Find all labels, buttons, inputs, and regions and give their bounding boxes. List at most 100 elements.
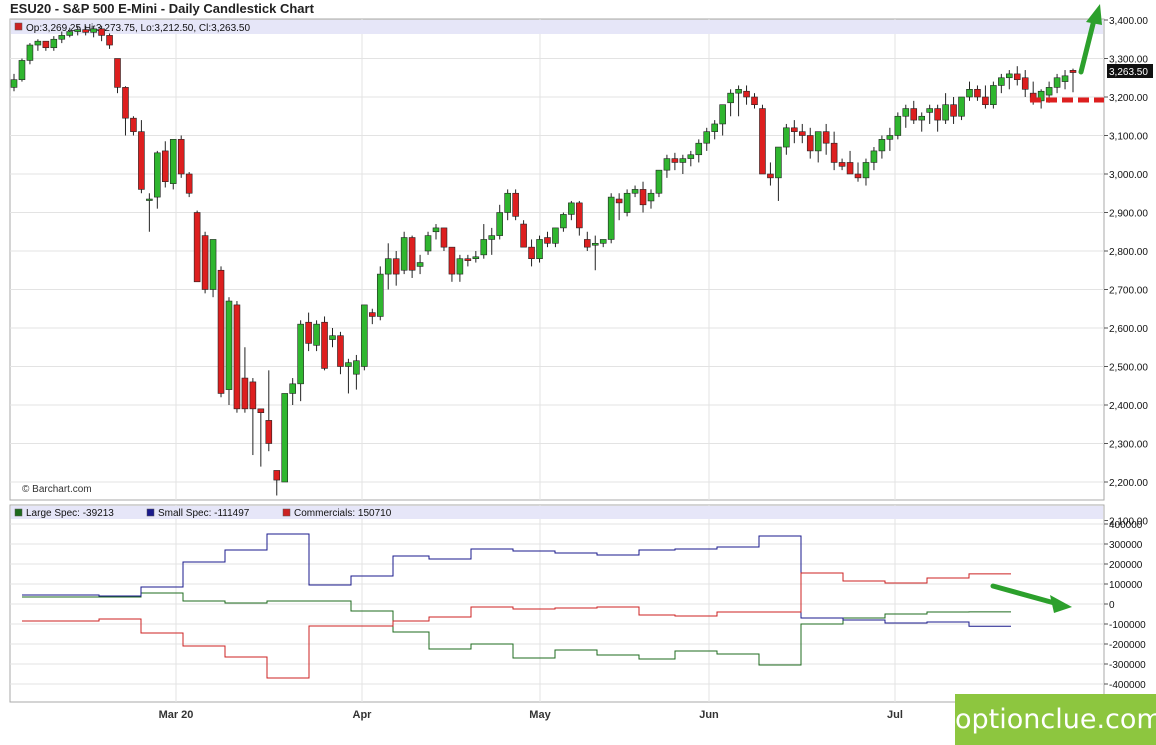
price-y-tick-label: 2,600.00 — [1109, 324, 1148, 335]
candle-body — [719, 104, 726, 125]
cot-y-tick-label: 100000 — [1109, 580, 1143, 591]
up-arrow-annotation — [1078, 4, 1102, 75]
candle-body — [647, 192, 655, 202]
candle-body — [568, 202, 575, 215]
candle-body — [464, 258, 472, 261]
price-y-tick-label: 2,300.00 — [1109, 440, 1148, 451]
candle-body — [798, 131, 806, 136]
candle-body — [496, 212, 503, 236]
cot-y-tick-label: -300000 — [1109, 660, 1146, 671]
candle-body — [974, 89, 981, 98]
price-y-tick-label: 3,200.00 — [1109, 93, 1148, 104]
cot-legend-label: Small Spec: -111497 — [158, 508, 250, 519]
candle-body — [472, 256, 480, 259]
cot-legend-label: Large Spec: -39213 — [26, 508, 114, 519]
candle-body — [560, 214, 567, 229]
candle-body — [384, 258, 392, 275]
candle-body — [806, 135, 814, 152]
candle-body — [687, 154, 695, 159]
candle-body — [711, 123, 718, 132]
candle-body — [528, 246, 535, 259]
candle-body — [1037, 90, 1045, 102]
candle-body — [114, 58, 121, 88]
candle-body — [480, 239, 488, 256]
last-price-badge: 3,263.50 — [1107, 64, 1153, 78]
candle-body — [862, 162, 870, 179]
candle-body — [66, 31, 74, 36]
candle-body — [536, 239, 543, 259]
candle-body — [209, 239, 217, 290]
candle-body — [671, 158, 679, 163]
candle-body — [886, 135, 894, 140]
candle-body — [1006, 73, 1013, 79]
candle-body — [106, 35, 113, 46]
candle-body — [615, 198, 623, 204]
candle-body — [926, 108, 933, 113]
candle-body — [185, 173, 193, 194]
candle-body — [34, 40, 42, 46]
cot-y-tick-label: 0 — [1109, 600, 1115, 611]
candle-body — [257, 408, 265, 414]
candle-body — [305, 321, 312, 344]
candle-body — [822, 131, 830, 144]
candle-body — [512, 192, 519, 217]
candle-body — [249, 381, 257, 410]
price-panel — [9, 18, 1105, 501]
candle-body — [830, 142, 838, 163]
candle-body — [392, 258, 400, 275]
candle-body — [10, 79, 18, 88]
candle-body — [990, 85, 997, 105]
candle-body — [161, 150, 169, 182]
candle-body — [735, 89, 742, 94]
candle-body — [982, 96, 989, 105]
candle-body — [655, 169, 663, 194]
candle-body — [321, 321, 328, 369]
candle-body — [241, 377, 249, 410]
candle-body — [408, 237, 416, 271]
cot-y-tick-label: 400000 — [1109, 520, 1143, 531]
candle-body — [870, 150, 878, 163]
candle-body — [934, 108, 941, 121]
candle-body — [814, 131, 822, 152]
candle-body — [576, 202, 583, 229]
price-y-tick-label: 2,800.00 — [1109, 247, 1148, 258]
candle-body — [289, 383, 296, 394]
candle-body — [910, 108, 918, 121]
candle-body — [50, 38, 58, 49]
candle-body — [1069, 70, 1077, 73]
candle-body — [98, 28, 105, 36]
candle-body — [838, 162, 846, 167]
candle-body — [846, 162, 854, 175]
candle-body — [337, 335, 344, 367]
cot-legend-label: Commercials: 150710 — [294, 508, 392, 519]
candle-body — [1045, 87, 1053, 96]
candle-body — [942, 104, 949, 121]
candle-body — [154, 152, 161, 198]
candle-body — [90, 28, 97, 33]
candle-body — [297, 323, 304, 385]
ohlc-header — [11, 20, 1103, 34]
candle-body — [998, 77, 1005, 86]
ohlc-swatch — [14, 22, 23, 31]
cot-y-tick-label: 200000 — [1109, 560, 1143, 571]
candle-body — [791, 127, 798, 132]
x-tick-label: Mar 20 — [159, 709, 194, 721]
candle-body — [424, 235, 432, 252]
candle-body — [58, 35, 66, 40]
candle-body — [138, 131, 145, 190]
candle-body — [918, 115, 926, 121]
candle-body — [854, 173, 862, 179]
candle-body — [400, 237, 408, 271]
candle-body — [26, 44, 34, 61]
candle-body — [488, 235, 496, 240]
brand-watermark: optionclue.com — [955, 694, 1156, 745]
candle-body — [146, 198, 153, 201]
candle-body — [878, 139, 886, 152]
candle-body — [376, 273, 384, 317]
candle-body — [902, 108, 910, 117]
candle-body — [966, 89, 973, 98]
price-y-tick-label: 2,200.00 — [1109, 478, 1148, 489]
candle-body — [623, 192, 631, 213]
candle-body — [759, 108, 766, 175]
